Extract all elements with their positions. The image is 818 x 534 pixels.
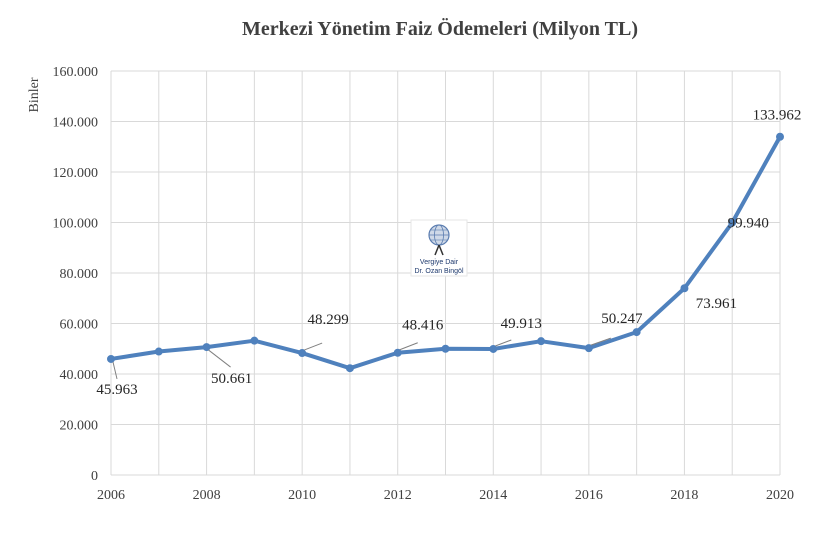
x-tick-label: 2018 xyxy=(670,488,698,503)
data-point xyxy=(298,349,307,358)
data-point xyxy=(776,132,784,141)
data-label: 133.962 xyxy=(753,108,802,124)
series-layer xyxy=(107,132,784,373)
data-label: 99.940 xyxy=(728,216,769,232)
data-point xyxy=(345,364,354,373)
x-tick-label: 2020 xyxy=(766,488,794,503)
data-point xyxy=(728,218,737,227)
data-point xyxy=(107,354,115,363)
data-point xyxy=(537,337,546,346)
x-tick-label: 2014 xyxy=(479,488,507,503)
leader-line xyxy=(590,337,612,346)
data-label: 45.963 xyxy=(96,382,137,398)
axes: 0 20.000 40.000 60.000 80.000 100.000 120.000 1… xyxy=(53,65,795,503)
gridlines xyxy=(110,70,781,476)
watermark-line2: Dr. Ozan Bingöl xyxy=(414,268,463,275)
data-point xyxy=(632,328,641,337)
y-tick-label: 120.000 xyxy=(53,166,99,181)
leader-line xyxy=(208,349,231,368)
data-label: 48.416 xyxy=(402,318,444,334)
watermark-line1: Vergiye Dair xyxy=(420,259,459,266)
data-point xyxy=(154,347,163,356)
data-label: 50.247 xyxy=(601,311,643,327)
x-tick-label: 2010 xyxy=(288,488,316,503)
leader-line xyxy=(399,342,418,351)
data-label: 73.961 xyxy=(696,296,737,312)
data-point xyxy=(202,343,211,352)
y-tick-label: 60.000 xyxy=(60,318,99,333)
data-label: 49.913 xyxy=(501,316,542,332)
data-point xyxy=(393,348,402,357)
leader-line xyxy=(112,361,118,380)
watermark: Vergiye Dair Dr. Ozan Bingöl xyxy=(410,219,468,277)
y-tick-label: 40.000 xyxy=(60,368,99,383)
x-tick-label: 2016 xyxy=(575,488,603,503)
y-tick-label: 160.000 xyxy=(53,65,99,80)
x-tick-label: 2008 xyxy=(193,488,221,503)
data-point xyxy=(489,344,498,353)
chart-title: Merkezi Yönetim Faiz Ödemeleri (Milyon T… xyxy=(242,17,638,40)
y-tick-label: 0 xyxy=(91,469,98,484)
data-labels: 45.963 50.661 48.299 48.416 49.913 50.247 73.9… xyxy=(96,108,801,398)
leader-line xyxy=(303,342,323,351)
data-point xyxy=(680,284,689,293)
y-tick-label: 20.000 xyxy=(60,419,99,434)
data-point xyxy=(584,344,593,353)
y-tick-label: 80.000 xyxy=(60,267,99,282)
y-unit-label: Binler xyxy=(27,77,42,112)
leader-line xyxy=(495,339,512,347)
data-label: 50.661 xyxy=(211,371,252,387)
x-tick-label: 2012 xyxy=(384,488,412,503)
data-point xyxy=(250,336,259,345)
globe-icon xyxy=(428,224,450,256)
data-point xyxy=(441,344,450,353)
y-tick-label: 140.000 xyxy=(53,116,99,131)
x-tick-label: 2006 xyxy=(97,488,125,503)
data-label: 48.299 xyxy=(308,312,349,328)
y-tick-label: 100.000 xyxy=(53,217,99,232)
